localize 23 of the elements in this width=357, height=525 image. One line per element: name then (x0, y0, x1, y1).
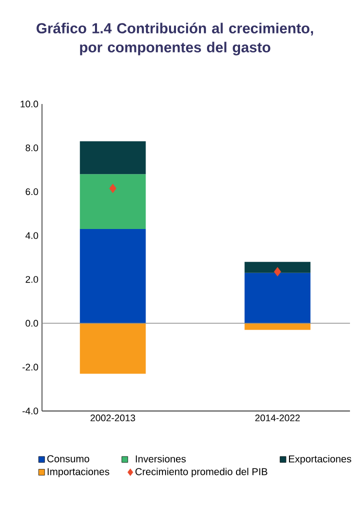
legend-label: Crecimiento promedio del PIB (136, 468, 268, 478)
y-tick-label: 6.0 (26, 188, 38, 196)
y-tick-label: -2.0 (22, 364, 38, 370)
legend-label: Exportaciones (289, 455, 352, 464)
bar (80, 323, 146, 374)
bar (80, 228, 146, 324)
x-tick-label: 2002-2013 (90, 414, 136, 422)
y-tick-label: 10.0 (20, 100, 38, 108)
x-tick-label: 2014-2022 (255, 414, 300, 422)
y-tick-label: -4.0 (22, 408, 38, 414)
chart-title: Gráfico 1.4 Contribución al crecimiento, por componentes del gasto (36, 22, 314, 56)
y-tick-label: 8.0 (26, 144, 38, 152)
y-tick-label: 4.0 (26, 232, 38, 239)
y-tick-label: 2.0 (26, 276, 38, 283)
bar (80, 174, 146, 229)
legend-label: Inversiones (136, 455, 186, 462)
y-tick-label: 0.0 (26, 320, 38, 327)
legend-label: Importaciones (48, 468, 110, 478)
legend-label: Consumo (48, 455, 90, 462)
bar (80, 141, 146, 174)
bar (244, 262, 311, 273)
bar (244, 323, 311, 330)
bar (244, 272, 311, 324)
